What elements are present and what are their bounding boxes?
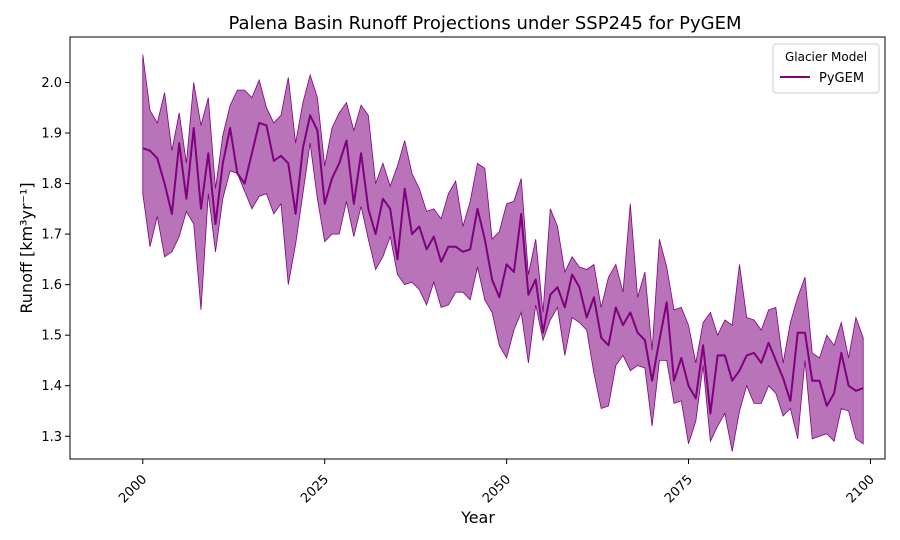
legend-box	[772, 43, 880, 94]
x-tick-label: 2100	[844, 472, 878, 506]
legend-entry-label: PyGEM	[819, 71, 864, 86]
y-tick-label: 1.5	[41, 329, 62, 344]
plot-frame	[69, 36, 886, 460]
y-tick-label: 1.4	[41, 379, 62, 394]
y-tick-label: 1.6	[41, 278, 62, 293]
x-axis: 2000 2025 2050 2075 2100	[116, 459, 878, 506]
y-tick-label: 1.8	[41, 177, 62, 192]
y-tick-label: 1.9	[41, 127, 62, 142]
x-tick-label: 2025	[298, 472, 332, 506]
y-tick-label: 2.0	[41, 76, 62, 91]
uncertainty-band	[142, 54, 864, 452]
legend-title: Glacier Model	[785, 50, 867, 64]
x-tick-label: 2000	[116, 472, 150, 506]
series-line-pygem	[142, 114, 864, 415]
y-axis: 1.3 1.4 1.5 1.6 1.7 1.8 1.9 2.0	[41, 76, 70, 445]
x-axis-title: Year	[460, 508, 495, 527]
y-tick-label: 1.7	[41, 228, 62, 243]
y-tick-label: 1.3	[41, 430, 62, 445]
plot-area	[142, 54, 864, 452]
x-tick-label: 2075	[662, 472, 696, 506]
legend: Glacier Model PyGEM	[772, 43, 880, 94]
y-axis-title: Runoff [km³yr⁻¹]	[17, 182, 36, 313]
x-tick-label: 2050	[480, 472, 514, 506]
chart-title: Palena Basin Runoff Projections under SS…	[228, 13, 741, 34]
